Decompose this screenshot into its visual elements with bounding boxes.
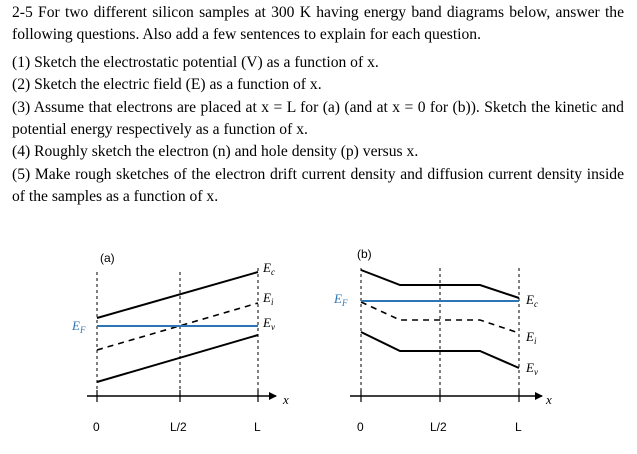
ev-label-b: Ev xyxy=(525,360,538,377)
tick-label-0-b: 0 xyxy=(357,420,364,434)
figure-b-label: (b) xyxy=(357,247,372,261)
question-4: (4) Roughly sketch the electron (n) and … xyxy=(12,141,624,163)
ev-label-a: Ev xyxy=(262,315,275,332)
question-5: (5) Make rough sketches of the electron … xyxy=(12,164,624,209)
tick-label-l-a: L xyxy=(254,420,261,434)
question-5-number: (5) xyxy=(12,165,31,183)
intrinsic-level-a xyxy=(96,302,259,351)
question-list: (1) Sketch the electrostatic potential (… xyxy=(12,52,624,209)
tick-label-half-a: L/2 xyxy=(170,420,187,434)
x-axis-label-b: x xyxy=(545,392,552,407)
x-axis-label-a: x xyxy=(282,392,289,407)
intrinsic-level-b xyxy=(360,301,520,334)
fermi-label-b: EF xyxy=(333,291,348,308)
problem-text: 2-5 For two different silicon samples at… xyxy=(12,2,624,209)
fermi-label-a: EF xyxy=(71,318,86,335)
question-5-text: Make rough sketches of the electron drif… xyxy=(12,165,624,206)
band-diagram-a: (a) x EF Ec Ei Ev 0 L/2 L xyxy=(71,251,289,434)
tick-label-half-b: L/2 xyxy=(430,420,447,434)
question-3-number: (3) xyxy=(12,98,31,116)
question-3: (3) Assume that electrons are placed at … xyxy=(12,97,624,142)
valence-band-b xyxy=(360,331,520,369)
question-2-number: (2) xyxy=(12,76,31,94)
question-2: (2) Sketch the electric field (E) as a f… xyxy=(12,74,624,96)
ec-label-b: Ec xyxy=(525,292,538,309)
question-4-number: (4) xyxy=(12,143,31,161)
question-2-text: Sketch the electric field (E) as a funct… xyxy=(34,76,322,94)
valence-band-a xyxy=(96,334,259,383)
conduction-band-a xyxy=(96,271,259,319)
band-diagram-b: (b) x EF Ec Ei Ev 0 L/2 L xyxy=(333,247,552,434)
figure-a-label: (a) xyxy=(100,251,115,265)
tick-label-l-b: L xyxy=(515,420,522,434)
ei-label-b: Ei xyxy=(525,329,537,346)
conduction-band-b xyxy=(360,269,520,299)
question-1: (1) Sketch the electrostatic potential (… xyxy=(12,52,624,74)
question-1-text: Sketch the electrostatic potential (V) a… xyxy=(34,53,379,71)
tick-label-0-a: 0 xyxy=(93,420,100,434)
ei-label-a: Ei xyxy=(262,290,274,307)
question-3-text: Assume that electrons are placed at x = … xyxy=(12,98,624,139)
question-1-number: (1) xyxy=(12,53,31,71)
problem-intro: 2-5 For two different silicon samples at… xyxy=(12,4,624,44)
question-4-text: Roughly sketch the electron (n) and hole… xyxy=(34,143,419,161)
ec-label-a: Ec xyxy=(262,260,275,277)
